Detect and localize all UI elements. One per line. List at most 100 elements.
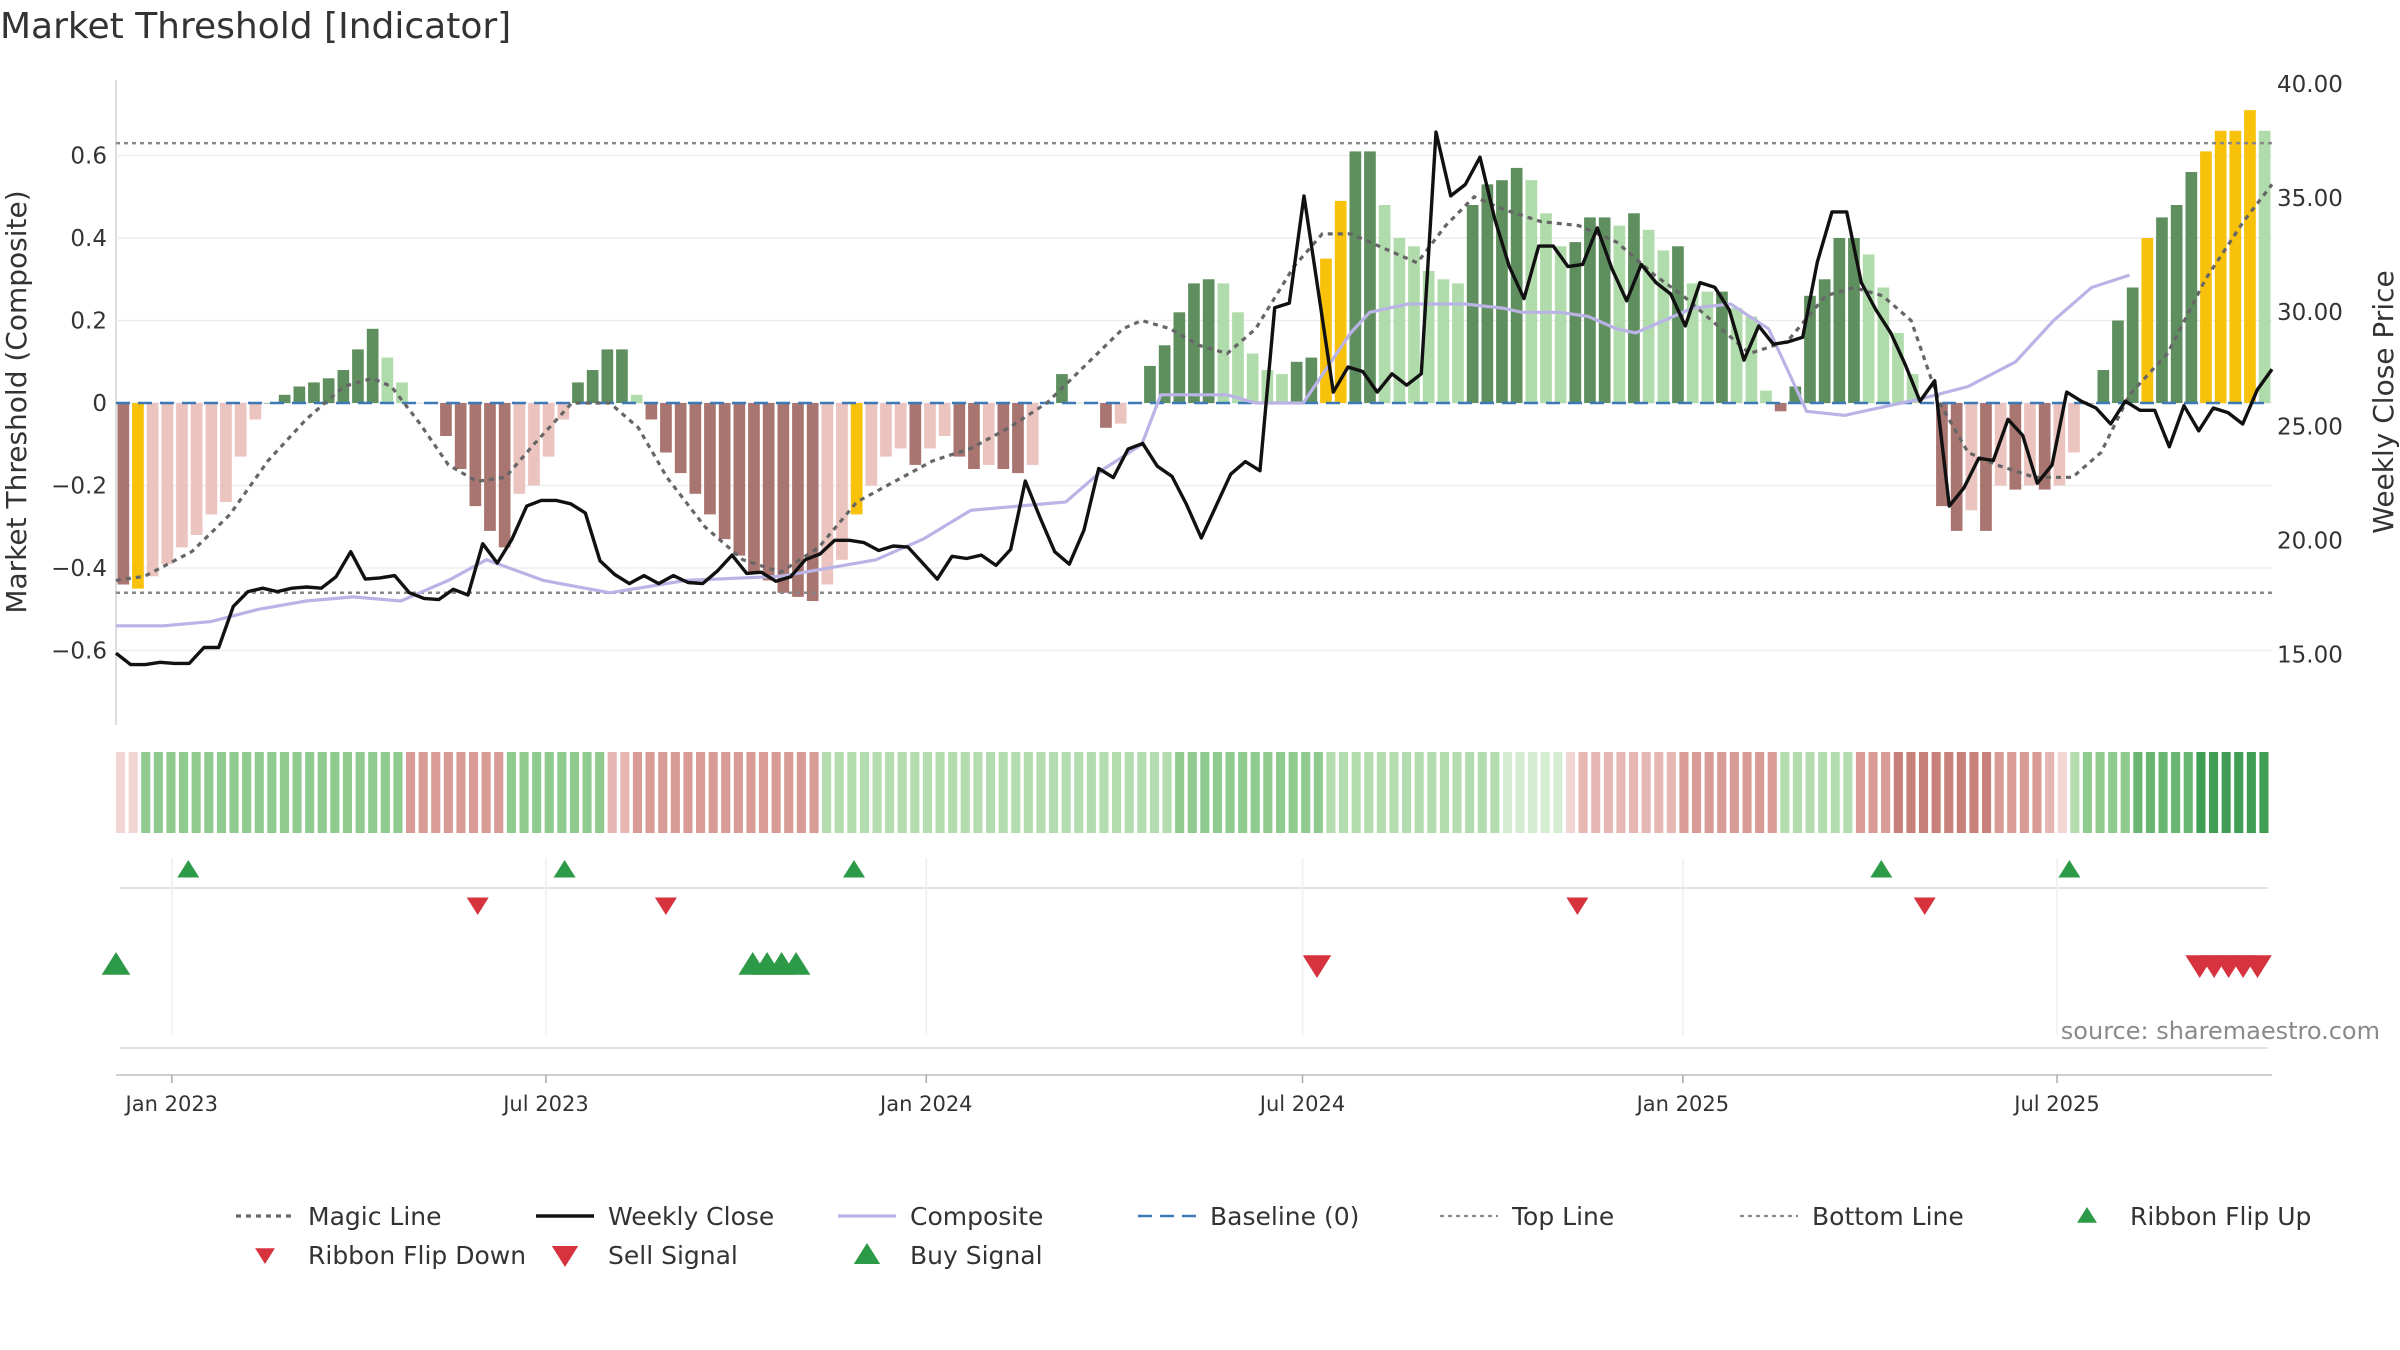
histogram-bar <box>2141 238 2154 403</box>
histogram-bar <box>777 403 790 593</box>
legend-item: Top Line <box>1440 1202 1614 1231</box>
ribbon-cell <box>1276 752 1286 833</box>
ribbon-flip-panel <box>120 860 2268 915</box>
ribbon-cell <box>1238 752 1248 833</box>
histogram-bar <box>572 382 584 403</box>
left-tick-label: 0 <box>92 391 107 417</box>
ribbon-cell <box>1654 752 1664 833</box>
sell-signal-marker <box>1302 955 1332 978</box>
ribbon-cell <box>1540 752 1550 833</box>
histogram-bar <box>1613 225 1626 403</box>
ribbon-cell <box>204 752 214 833</box>
ribbon-cell <box>1490 752 1500 833</box>
histogram-bar <box>1364 151 1376 403</box>
right-tick-label: 30.00 <box>2277 300 2343 326</box>
histogram-bar <box>1481 184 1494 403</box>
ribbon-cell <box>1528 752 1538 833</box>
histogram-bar <box>1598 217 1611 403</box>
ribbon-cell <box>469 752 479 833</box>
histogram-bar <box>733 403 746 556</box>
ribbon-cell <box>872 752 882 833</box>
ribbon-cell <box>393 752 403 833</box>
histogram-bar <box>1437 279 1450 404</box>
histogram-bar <box>1833 238 1846 403</box>
weekly-close-line <box>114 130 2274 667</box>
ribbon-cell <box>1679 752 1689 833</box>
ribbon-cell <box>279 752 289 833</box>
right-tick-label: 35.00 <box>2277 186 2343 212</box>
ribbon-cell <box>1994 752 2004 833</box>
histogram-bar <box>1320 258 1332 403</box>
ribbon-cell <box>986 752 996 833</box>
ribbon-cell <box>809 752 819 833</box>
histogram-bar <box>322 378 335 404</box>
ribbon-cell <box>1414 752 1424 833</box>
histogram-bar <box>586 370 599 403</box>
ribbon-cell <box>481 752 491 833</box>
ribbon-cell <box>443 752 453 833</box>
ribbon-cell <box>569 752 579 833</box>
ribbon-cell <box>1565 752 1575 833</box>
histogram-bar <box>308 382 320 403</box>
ribbon-cell <box>708 752 718 833</box>
histogram-bar <box>1642 229 1655 404</box>
ribbon-cell <box>1427 752 1437 833</box>
histogram-bar <box>630 394 643 404</box>
histogram-bar <box>953 403 966 457</box>
ribbon-cell <box>1818 752 1828 833</box>
histogram-bar <box>293 386 306 403</box>
ribbon-cell <box>1843 752 1853 833</box>
histogram-bar <box>1686 283 1699 403</box>
histogram-bar <box>1540 213 1552 404</box>
ribbon-cell <box>2057 752 2067 833</box>
ribbon-cell <box>1112 752 1122 833</box>
histogram-bar <box>1980 403 1992 531</box>
histogram-bar <box>792 403 804 597</box>
ribbon-cell <box>784 752 794 833</box>
ribbon-cell <box>506 752 516 833</box>
ribbon-cell <box>1616 752 1626 833</box>
ribbon-cell <box>254 752 264 833</box>
histogram-bar <box>968 403 980 469</box>
ribbon-cell <box>910 752 920 833</box>
ribbon-cell <box>1666 752 1676 833</box>
ribbon-cell <box>1944 752 1954 833</box>
histogram-bar <box>161 403 174 564</box>
ribbon-cell <box>1629 752 1639 833</box>
histogram-bar <box>836 403 848 560</box>
ribbon-cell <box>418 752 428 833</box>
ribbon-cell <box>1692 752 1702 833</box>
sell-signal-marker <box>2243 955 2272 978</box>
ribbon-cell <box>2171 752 2181 833</box>
histogram-bar <box>1173 312 1186 404</box>
histogram-bar <box>2156 217 2168 403</box>
ribbon-cell <box>1465 752 1475 833</box>
histogram-bar <box>1554 246 1567 404</box>
histogram-bar <box>1070 403 1083 404</box>
legend-item: Composite <box>838 1202 1043 1231</box>
ribbon-cell <box>1931 752 1941 833</box>
ribbon-cell <box>1175 752 1185 833</box>
ribbon-cell <box>1402 752 1412 833</box>
ribbon-cell <box>1212 752 1222 833</box>
ribbon-cell <box>1149 752 1159 833</box>
ribbon-cell <box>1767 752 1777 833</box>
histogram-bar <box>513 403 526 494</box>
legend-label: Weekly Close <box>608 1202 774 1231</box>
ribbon-cell <box>1956 752 1966 833</box>
histogram-bar <box>484 403 496 531</box>
ribbon-cell <box>2082 752 2092 833</box>
histogram-bar <box>1276 374 1288 403</box>
legend-item: Weekly Close <box>536 1202 774 1231</box>
ribbon-flip-up-marker <box>843 860 865 878</box>
ribbon-cell <box>1061 752 1071 833</box>
ribbon-cell <box>960 752 970 833</box>
legend-item: Sell Signal <box>551 1241 738 1270</box>
histogram-bar <box>1628 213 1640 404</box>
composite-line <box>116 273 2130 628</box>
ribbon-cell <box>1906 752 1916 833</box>
ribbon-cell <box>1780 752 1790 833</box>
ribbon-cell <box>1792 752 1802 833</box>
ribbon-cell <box>746 752 756 833</box>
histogram-bar <box>352 349 364 403</box>
